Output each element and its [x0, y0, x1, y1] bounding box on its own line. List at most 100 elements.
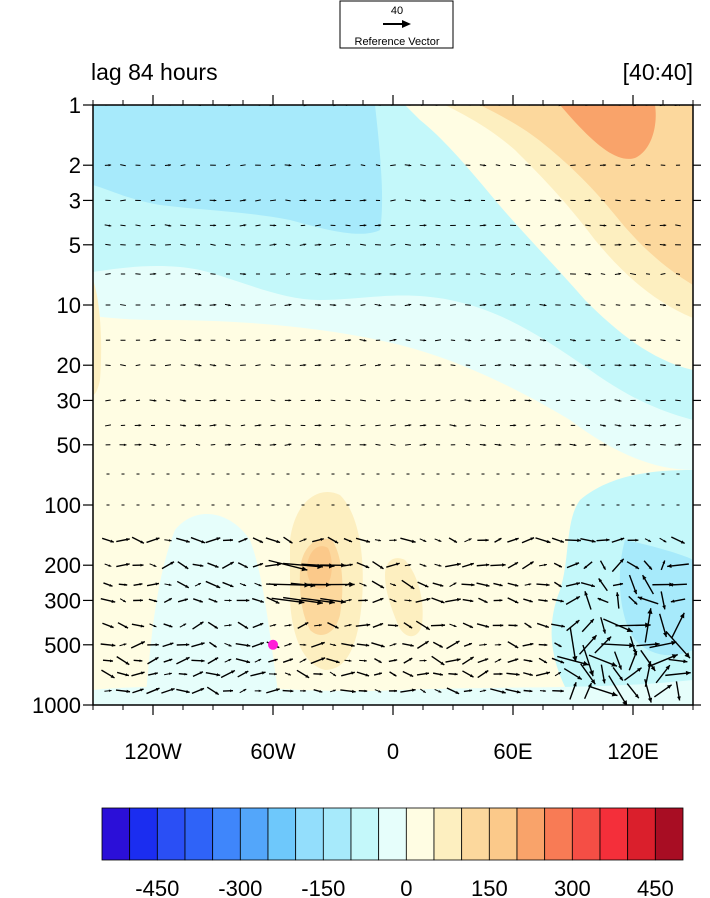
wind-vector — [373, 672, 383, 676]
wind-vector — [360, 364, 366, 367]
wind-vector — [358, 598, 368, 602]
contour-bottom-strip — [93, 680, 693, 705]
wind-vector — [283, 536, 293, 544]
wind-vector — [345, 224, 351, 227]
wind-vector — [523, 598, 533, 603]
wind-vector — [539, 689, 547, 693]
wind-vector — [659, 243, 667, 247]
y-tick-label: 5 — [69, 233, 81, 258]
wind-vector — [300, 164, 306, 166]
wind-vector — [149, 272, 157, 276]
wind-vector — [345, 304, 351, 306]
colorbar-swatch — [350, 807, 380, 861]
wind-vector — [400, 688, 416, 693]
wind-vector — [236, 598, 250, 602]
wind-vector — [254, 689, 262, 693]
wind-vector — [225, 339, 231, 342]
colorbar-swatch — [654, 807, 684, 861]
wind-vector — [627, 538, 639, 542]
wind-vector — [538, 599, 548, 603]
wind-vector — [389, 338, 397, 342]
wind-vector — [479, 164, 487, 167]
wind-vector — [507, 641, 519, 649]
wind-vector — [149, 443, 157, 447]
wind-vector — [465, 443, 471, 446]
wind-vector — [180, 243, 186, 246]
wind-vector — [255, 364, 261, 367]
wind-vector — [268, 672, 278, 676]
colorbar-label: 300 — [554, 876, 591, 898]
wind-vector — [495, 243, 501, 246]
wind-vector — [492, 623, 504, 627]
wind-vector — [405, 273, 411, 275]
wind-vector — [494, 338, 502, 342]
wind-vector — [268, 559, 308, 572]
wind-vector — [461, 562, 475, 568]
wind-vector — [119, 643, 127, 647]
wind-vector — [224, 658, 232, 663]
wind-vector — [675, 681, 681, 701]
wind-vector — [599, 443, 607, 447]
wind-vector — [507, 658, 519, 664]
wind-vector — [104, 163, 112, 167]
colorbar-swatch — [571, 807, 601, 861]
wind-vector — [314, 243, 322, 246]
wind-vector — [195, 443, 201, 446]
wind-vector — [596, 538, 610, 542]
wind-vector — [551, 657, 565, 664]
wind-vector — [585, 224, 591, 227]
wind-vector — [135, 364, 141, 367]
wind-vector — [660, 339, 666, 342]
wind-vector — [660, 273, 666, 275]
wind-vector — [225, 164, 231, 167]
colorbar-swatch — [129, 807, 158, 861]
colorbar-swatch — [516, 807, 546, 861]
wind-vector — [313, 672, 323, 676]
wind-vector — [176, 537, 190, 543]
wind-vector — [179, 199, 187, 202]
wind-vector — [209, 224, 217, 227]
wind-vector — [284, 672, 292, 676]
wind-vector — [600, 399, 606, 402]
wind-vector — [374, 689, 382, 693]
colorbar-label: -300 — [218, 876, 262, 898]
wind-vector — [494, 658, 502, 663]
wind-vector — [270, 399, 276, 402]
wind-vector — [254, 424, 262, 427]
wind-vector — [554, 642, 562, 648]
wind-vector — [285, 243, 291, 246]
wind-vector — [509, 424, 517, 427]
reference-vector-box: 40 Reference Vector — [339, 0, 454, 49]
wind-vector — [359, 659, 367, 663]
wind-vector — [164, 583, 172, 586]
wind-vector — [252, 537, 264, 544]
x-tick-label: 120E — [607, 739, 658, 764]
wind-vector — [615, 592, 620, 609]
wind-vector — [102, 622, 114, 629]
wind-vector — [374, 303, 382, 307]
wind-vector — [462, 598, 474, 603]
wind-vector — [508, 624, 518, 627]
wind-vector — [222, 689, 234, 693]
wind-vector — [146, 687, 160, 695]
wind-vector — [612, 582, 624, 587]
wind-vector — [660, 591, 666, 610]
wind-vector — [374, 272, 382, 276]
wind-vector — [344, 623, 352, 627]
wind-vector — [389, 583, 397, 587]
wind-vector — [536, 622, 550, 629]
wind-vector — [675, 399, 681, 402]
wind-vector — [477, 669, 489, 679]
wind-vector — [495, 399, 501, 402]
wind-vector — [539, 303, 547, 307]
wind-vector — [389, 272, 397, 276]
wind-vector — [163, 658, 173, 663]
wind-vector — [404, 303, 412, 307]
wind-vector — [360, 399, 366, 402]
wind-vector — [225, 243, 231, 246]
wind-vector — [538, 657, 548, 664]
wind-vector — [101, 537, 115, 543]
wind-vector — [329, 303, 337, 307]
wind-vector — [626, 561, 640, 570]
wind-vector — [636, 642, 660, 647]
